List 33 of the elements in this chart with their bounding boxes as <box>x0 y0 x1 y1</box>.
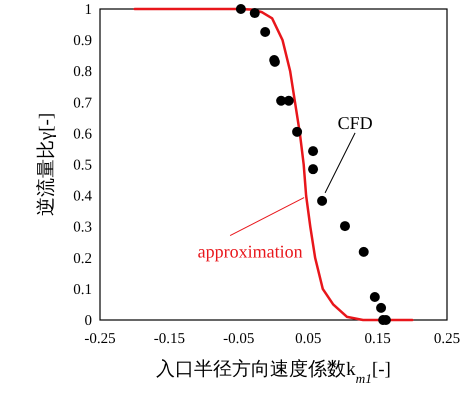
legend-label: approximation <box>198 242 303 262</box>
point <box>292 126 302 137</box>
y-tick-label: 0.6 <box>73 126 92 142</box>
series-label: CFD <box>338 112 373 133</box>
y-tick-label: 0.7 <box>73 95 92 112</box>
point <box>358 246 369 257</box>
point <box>308 164 318 174</box>
point <box>317 196 328 206</box>
y-tick-label: 0.2 <box>73 250 92 267</box>
x-tick-label: 0.25 <box>434 331 460 347</box>
y-tick-label: 0.3 <box>73 220 92 236</box>
point <box>236 4 246 14</box>
point <box>260 27 270 38</box>
x-axis-title: 入口半径方向速度係数k$_{m1}$[-] <box>156 358 391 386</box>
x-tick-label: 0.15 <box>364 331 391 347</box>
y-tick-label: 1 <box>84 2 92 18</box>
point <box>308 146 318 156</box>
y-axis-title: 逆流量比γ[-] <box>35 112 57 216</box>
x-tick-label: -0.15 <box>154 331 186 347</box>
y-tick-label: 0 <box>84 313 92 329</box>
y-tick-label: 0.8 <box>73 64 92 80</box>
x-tick-label: 0.05 <box>295 331 322 347</box>
y-tick-label: 0.4 <box>73 188 92 205</box>
x-tick-label: -0.25 <box>84 331 116 347</box>
y-tick-label: 0.1 <box>73 282 92 298</box>
y-tick-label: 0.5 <box>73 158 92 174</box>
point <box>370 292 380 302</box>
point <box>250 8 260 18</box>
point <box>376 302 386 313</box>
y-tick-label: 0.9 <box>73 33 92 50</box>
point <box>284 96 294 106</box>
x-tick-label: -0.05 <box>223 331 254 347</box>
point <box>340 221 350 232</box>
